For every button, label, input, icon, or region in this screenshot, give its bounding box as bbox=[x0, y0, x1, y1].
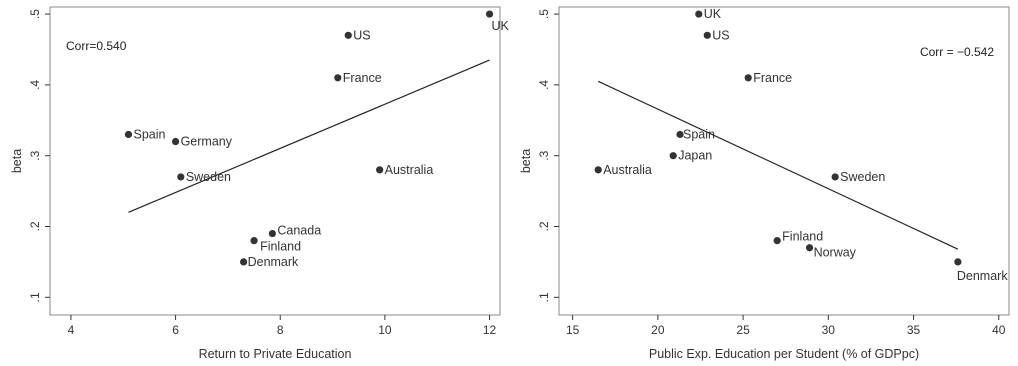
y-axis-title: beta bbox=[519, 149, 533, 173]
point-label-france: France bbox=[343, 71, 382, 85]
y-axis-title: beta bbox=[10, 149, 24, 173]
point-label-us: US bbox=[712, 28, 729, 42]
data-point-sweden bbox=[177, 173, 185, 181]
data-point-australia bbox=[594, 166, 602, 174]
point-label-germany: Germany bbox=[181, 135, 233, 149]
point-label-us: US bbox=[353, 28, 370, 42]
y-tick-label: .3 bbox=[28, 150, 42, 160]
data-point-denmark bbox=[240, 258, 248, 266]
plot-area bbox=[49, 6, 501, 316]
fit-line bbox=[597, 80, 959, 250]
chart-left-svg: 4 6 8 10 12 .1 .2 .3 .4 .5 Return to Private Educa… bbox=[10, 6, 509, 361]
data-point-japan bbox=[669, 152, 677, 160]
y-tick-label: .5 bbox=[537, 9, 551, 19]
y-tick-label: .4 bbox=[537, 80, 551, 90]
x-tick-label: 6 bbox=[172, 323, 179, 337]
correlation-annotation: Corr=0.540 bbox=[66, 39, 127, 53]
y-tick-label: .5 bbox=[28, 9, 42, 19]
fit-line bbox=[128, 59, 490, 213]
point-label-australia: Australia bbox=[385, 163, 434, 177]
x-tick-label: 25 bbox=[736, 323, 750, 337]
data-point-spain bbox=[676, 130, 684, 139]
data-point-sweden bbox=[831, 173, 839, 181]
data-point-australia bbox=[376, 166, 384, 174]
data-point-uk bbox=[695, 10, 703, 18]
point-label-finland: Finland bbox=[782, 230, 823, 244]
y-tick-label: .1 bbox=[28, 292, 42, 302]
x-tick-label: 30 bbox=[822, 323, 836, 337]
point-label-sweden: Sweden bbox=[186, 170, 231, 184]
data-point-germany bbox=[171, 137, 180, 146]
data-point-norway bbox=[805, 244, 814, 252]
y-tick-label: .1 bbox=[537, 292, 551, 302]
point-label-spain: Spain bbox=[683, 127, 715, 141]
x-tick-label: 10 bbox=[378, 323, 392, 337]
data-point-us bbox=[344, 31, 352, 39]
y-tick-label: .4 bbox=[28, 80, 42, 90]
point-label-sweden: Sweden bbox=[840, 170, 885, 184]
y-tick-label: .2 bbox=[537, 221, 551, 231]
data-point-denmark bbox=[954, 258, 962, 266]
x-tick-label: 12 bbox=[483, 323, 497, 337]
data-point-france bbox=[334, 74, 342, 82]
x-axis-title: Return to Private Education bbox=[199, 347, 352, 361]
data-point-france bbox=[744, 74, 752, 82]
point-label-spain: Spain bbox=[133, 127, 165, 141]
data-point-finland bbox=[773, 237, 781, 245]
data-point-uk bbox=[485, 10, 494, 18]
x-tick-label: 15 bbox=[566, 323, 580, 337]
point-label-finland: Finland bbox=[260, 240, 301, 254]
point-label-canada: Canada bbox=[277, 224, 321, 238]
point-label-denmark: Denmark bbox=[957, 269, 1008, 283]
chart-right-svg: 15 20 25 30 35 40 .1 .2 .3 .4 .5 Public Exp. Educat… bbox=[519, 6, 1010, 361]
point-label-australia: Australia bbox=[603, 163, 652, 177]
point-label-denmark: Denmark bbox=[248, 255, 299, 269]
x-tick-label: 35 bbox=[907, 323, 921, 337]
data-point-spain bbox=[124, 130, 133, 139]
x-tick-label: 4 bbox=[68, 323, 75, 337]
plot-area bbox=[558, 6, 1010, 316]
data-point-finland bbox=[250, 237, 258, 245]
chart-left: 4 6 8 10 12 .1 .2 .3 .4 .5 Return to Private Educa… bbox=[10, 6, 509, 361]
point-label-norway: Norway bbox=[814, 246, 857, 260]
point-label-france: France bbox=[753, 71, 792, 85]
data-point-us bbox=[703, 31, 711, 39]
correlation-annotation: Corr = −0.542 bbox=[920, 45, 994, 59]
y-tick-label: .2 bbox=[28, 221, 42, 231]
data-point-canada bbox=[268, 229, 276, 238]
x-tick-label: 20 bbox=[651, 323, 665, 337]
chart-right: 15 20 25 30 35 40 .1 .2 .3 .4 .5 Public Exp. Educat… bbox=[509, 0, 1018, 366]
point-label-uk: UK bbox=[492, 19, 509, 33]
y-tick-label: .3 bbox=[537, 150, 551, 160]
x-tick-label: 8 bbox=[277, 323, 284, 337]
point-label-japan: Japan bbox=[678, 149, 712, 163]
x-axis-title: Public Exp. Education per Student (% of … bbox=[649, 347, 919, 361]
point-label-uk: UK bbox=[704, 7, 722, 21]
x-tick-label: 40 bbox=[992, 323, 1006, 337]
